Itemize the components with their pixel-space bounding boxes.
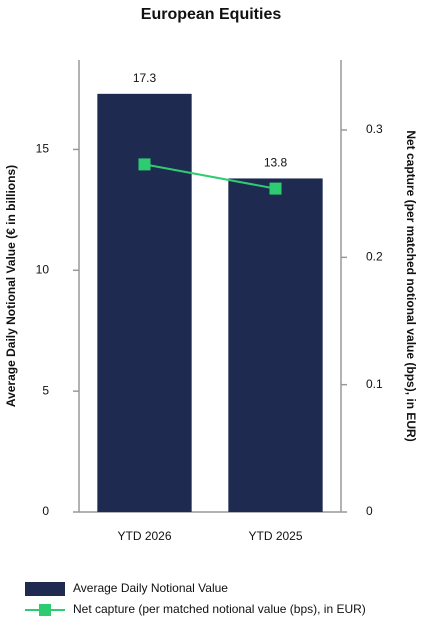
x-tick-label: YTD 2026 <box>117 529 171 543</box>
y2-tick-label: 0.3 <box>366 122 383 136</box>
y-tick-label: 5 <box>42 383 49 397</box>
bar <box>97 93 192 512</box>
legend-swatch <box>25 582 65 596</box>
y-tick-label: 0 <box>42 504 49 518</box>
chart-title: European Equities <box>141 6 282 23</box>
y2-tick-label: 0.1 <box>366 377 383 391</box>
bar <box>228 178 323 512</box>
legend-swatch <box>39 604 51 616</box>
legend-label: Net capture (per matched notional value … <box>73 602 366 616</box>
y-axis-label: Average Daily Notional Value (€ in billi… <box>4 165 18 407</box>
y2-tick-label: 0.2 <box>366 250 383 264</box>
y-tick-label: 10 <box>36 262 50 276</box>
y-tick-label: 15 <box>36 142 50 156</box>
value-label: 17.3 <box>133 71 157 85</box>
line <box>144 163 276 190</box>
marker <box>269 182 282 195</box>
value-label: 13.8 <box>264 156 288 170</box>
y2-tick-label: 0 <box>366 504 373 518</box>
marker <box>138 158 151 171</box>
y2-axis-label: Net capture (per matched notional value … <box>404 130 418 441</box>
legend-label: Average Daily Notional Value <box>73 581 228 595</box>
x-tick-label: YTD 2025 <box>248 529 302 543</box>
